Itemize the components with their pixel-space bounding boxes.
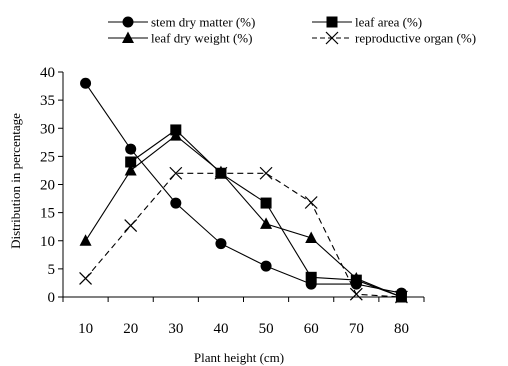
x-tick-label: 40	[213, 321, 228, 337]
x-tick-label: 30	[168, 321, 183, 337]
data-point	[124, 163, 137, 176]
data-point	[305, 271, 317, 283]
x-axis: 10 20 30 40 50 60 70 80	[62, 296, 425, 337]
plot-series	[79, 77, 408, 304]
data-point	[125, 143, 137, 155]
data-point-stroke	[79, 272, 92, 285]
series-line	[85, 172, 402, 298]
y-tick-label: 20	[40, 178, 55, 194]
data-point	[80, 77, 92, 89]
data-point-stroke	[395, 290, 408, 304]
data-point	[214, 165, 227, 178]
data-point	[395, 290, 408, 304]
data-point	[79, 234, 92, 246]
data-point-stroke	[349, 287, 363, 301]
series-line	[130, 129, 402, 298]
x-tick-label: 10	[78, 321, 93, 337]
legend-label: leaf area (%)	[355, 15, 422, 30]
y-tick-label: 40	[40, 65, 55, 81]
y-tick-label: 10	[40, 234, 55, 250]
y-tick-label: 0	[48, 290, 56, 306]
data-point	[260, 217, 273, 229]
y-tick-label: 30	[40, 121, 55, 137]
y-axis: 0 5 10 15 20 25 30 35 40	[40, 65, 64, 306]
data-point	[350, 271, 363, 284]
series-line	[85, 82, 402, 294]
y-axis-title: Distribution in percentage	[8, 113, 23, 249]
legend-item: leaf dry weight (%)	[108, 31, 252, 46]
series-3	[79, 129, 408, 302]
legend-item: stem dry matter (%)	[108, 15, 255, 30]
series-1	[80, 77, 407, 299]
data-point	[170, 197, 182, 209]
data-point	[169, 129, 182, 141]
legend-label: stem dry matter (%)	[151, 15, 255, 30]
y-tick-label: 5	[48, 262, 56, 278]
data-point	[125, 156, 137, 168]
legend-marker	[122, 16, 134, 28]
data-point	[214, 166, 228, 180]
y-tick-label: 35	[40, 93, 55, 109]
data-point	[79, 272, 92, 285]
data-point-stroke	[124, 219, 138, 232]
x-axis-title: Plant height (cm)	[194, 350, 284, 365]
y-tick-label: 15	[40, 206, 55, 222]
data-point	[305, 231, 318, 243]
legend: stem dry matter (%) leaf area (%) leaf dry…	[108, 15, 476, 46]
legend-marker	[122, 31, 134, 43]
data-point	[304, 196, 318, 209]
series-line	[85, 134, 402, 298]
data-point-stroke	[169, 166, 183, 180]
data-point	[169, 166, 183, 180]
x-tick-label: 50	[259, 321, 274, 337]
data-point	[349, 287, 363, 301]
series-4	[79, 166, 408, 304]
legend-marker	[325, 31, 339, 45]
data-point-stroke	[214, 166, 228, 180]
series-2	[125, 124, 407, 303]
data-point-stroke	[304, 196, 318, 209]
x-tick-label: 20	[123, 321, 138, 337]
x-tick-label: 80	[394, 321, 409, 337]
legend-marker-stroke	[325, 31, 339, 45]
data-point	[260, 260, 272, 272]
legend-label: leaf dry weight (%)	[151, 31, 252, 46]
legend-label: reproductive organ (%)	[355, 31, 476, 46]
data-point	[215, 238, 227, 250]
y-tick-label: 25	[40, 149, 55, 165]
data-point	[260, 197, 272, 209]
data-point-stroke	[259, 166, 273, 180]
legend-item: reproductive organ (%)	[312, 31, 476, 46]
legend-item: leaf area (%)	[312, 15, 422, 30]
legend-marker	[326, 16, 338, 28]
data-point	[124, 219, 138, 232]
data-point	[259, 166, 273, 180]
x-tick-label: 60	[304, 321, 319, 337]
x-tick-label: 70	[349, 321, 364, 337]
